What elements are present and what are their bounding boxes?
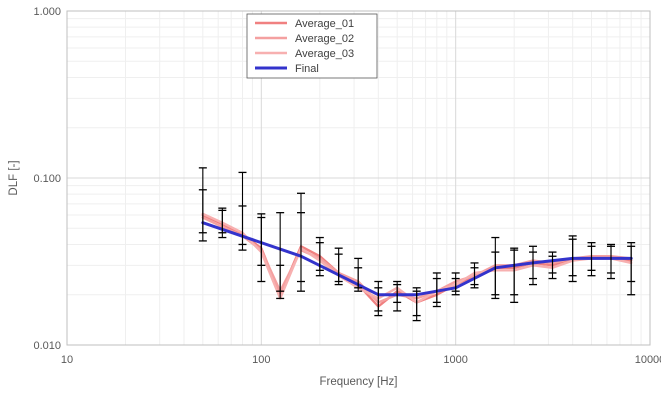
plot-area-border <box>66 10 651 346</box>
y-tick-label: 0.010 <box>33 340 61 352</box>
error-bar <box>528 251 537 280</box>
error-bar <box>393 283 402 304</box>
legend-label: Average_02 <box>295 33 354 45</box>
y-axis-title: DLF [-] <box>8 160 20 195</box>
error-bar <box>412 290 421 317</box>
legend: Average_01 Average_02 Average_03 Final <box>246 13 378 79</box>
error-bar <box>334 253 343 283</box>
error-bar <box>257 216 266 266</box>
legend-label: Average_03 <box>295 48 354 60</box>
error-bar <box>607 245 616 274</box>
legend-label: Average_01 <box>295 18 354 30</box>
error-bar <box>510 249 519 296</box>
y-axis-ticks: 0.010 0.100 1.000 <box>33 6 61 352</box>
error-bars <box>198 167 636 322</box>
error-bar <box>491 251 500 296</box>
error-bar <box>297 212 306 283</box>
y-tick-label: 1.000 <box>33 6 61 18</box>
error-bar <box>451 277 460 292</box>
y-tick-label: 0.100 <box>33 173 61 185</box>
error-bar <box>627 245 636 283</box>
error-bar <box>587 245 596 271</box>
x-tick-label: 1000 <box>443 354 467 366</box>
x-tick-label: 100 <box>252 354 270 366</box>
error-bar <box>432 277 441 304</box>
x-tick-label: 10 <box>61 354 73 366</box>
error-bar <box>238 205 247 246</box>
error-bar <box>354 267 363 289</box>
x-axis-title: Frequency [Hz] <box>320 376 398 388</box>
error-bar <box>276 264 285 292</box>
error-bar <box>568 238 577 277</box>
legend-label: Final <box>295 63 319 75</box>
error-bar <box>470 267 479 286</box>
error-bar <box>374 287 383 312</box>
error-bar <box>198 189 207 242</box>
error-bar <box>548 255 557 274</box>
error-bar <box>315 242 324 271</box>
error-bar <box>218 209 227 234</box>
